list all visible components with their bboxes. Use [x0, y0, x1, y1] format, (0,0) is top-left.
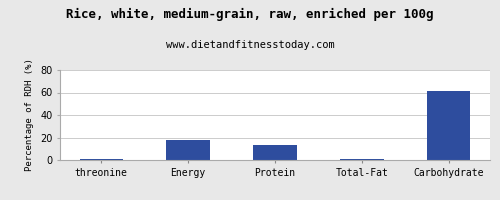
- Y-axis label: Percentage of RDH (%): Percentage of RDH (%): [26, 59, 35, 171]
- Bar: [254, 145, 296, 160]
- Text: Rice, white, medium-grain, raw, enriched per 100g: Rice, white, medium-grain, raw, enriched…: [66, 8, 434, 21]
- Bar: [166, 140, 210, 160]
- Bar: [427, 91, 470, 160]
- Bar: [340, 159, 384, 160]
- Text: www.dietandfitnesstoday.com: www.dietandfitnesstoday.com: [166, 40, 334, 50]
- Bar: [80, 159, 123, 160]
